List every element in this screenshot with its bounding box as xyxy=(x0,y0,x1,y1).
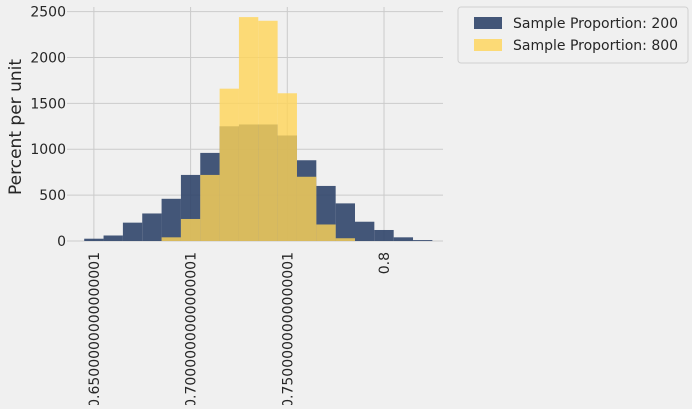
x-tick-label: 0.8 xyxy=(377,252,393,274)
histogram-bar xyxy=(413,240,433,241)
y-tick-label: 2500 xyxy=(30,5,66,21)
histogram-bar xyxy=(142,213,162,241)
histogram-bar xyxy=(161,198,181,241)
histogram-bar xyxy=(296,176,317,241)
histogram-bar xyxy=(374,229,394,241)
y-axis-label: Percent per unit xyxy=(6,59,26,195)
y-tick-label: 500 xyxy=(39,188,66,204)
legend: Sample Proportion: 200 Sample Proportion:… xyxy=(457,6,689,64)
legend-entry: Sample Proportion: 800 xyxy=(513,38,678,54)
histogram-bar xyxy=(200,174,220,241)
histogram-bar xyxy=(393,237,414,241)
histogram-bar xyxy=(335,238,355,241)
histogram-bar xyxy=(180,218,201,241)
histogram-bar xyxy=(258,20,278,241)
histogram-bar xyxy=(238,17,259,242)
x-tick-label: 0.7500000000000001 xyxy=(280,252,296,405)
x-tick-label: 0.7000000000000001 xyxy=(184,252,200,405)
y-axis-ticks: 0 500 1000 1500 2000 2500 xyxy=(30,5,66,250)
y-tick-label: 1000 xyxy=(30,142,66,158)
histogram-bar xyxy=(277,93,297,242)
histogram-bar xyxy=(103,235,123,241)
legend-swatch xyxy=(474,17,502,29)
legend-swatch xyxy=(474,39,502,51)
y-tick-label: 0 xyxy=(57,234,66,250)
histogram-bar xyxy=(84,238,104,241)
histogram-bar xyxy=(161,237,181,241)
series-2-bars xyxy=(161,17,355,242)
y-tick-label: 1500 xyxy=(30,96,66,112)
x-tick-label: 0.6500000000000001 xyxy=(87,252,103,405)
x-axis-ticks: 0.6500000000000001 0.7000000000000001 0.75… xyxy=(87,252,393,408)
histogram-bar xyxy=(122,222,143,241)
histogram-bar xyxy=(219,88,239,241)
histogram-bar xyxy=(354,221,375,241)
legend-entry: Sample Proportion: 200 xyxy=(513,16,678,32)
legend-frame xyxy=(457,6,689,64)
histogram-bar xyxy=(335,203,355,241)
y-tick-label: 2000 xyxy=(30,50,66,66)
histogram-bars xyxy=(84,17,433,242)
histogram-bar xyxy=(316,224,336,241)
